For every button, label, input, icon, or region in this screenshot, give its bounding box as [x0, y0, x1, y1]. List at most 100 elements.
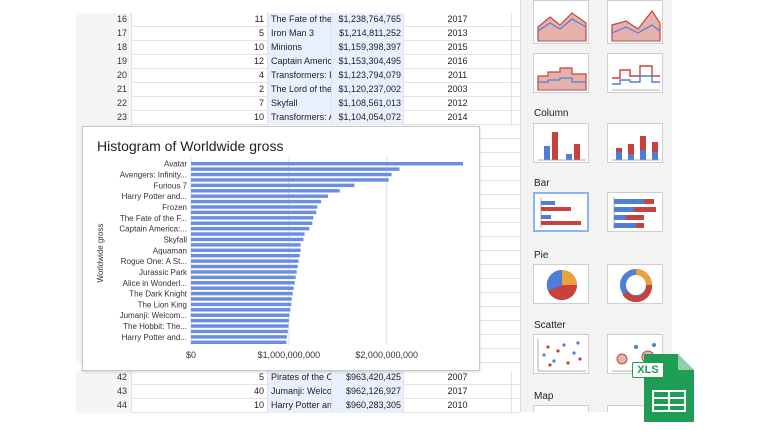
year-cell[interactable]: 2013 [404, 27, 512, 41]
gross-cell[interactable]: $1,108,561,013 [332, 97, 404, 111]
y-axis-title: Worldwide gross [96, 224, 105, 283]
empty-cell[interactable] [512, 55, 520, 69]
row-number[interactable]: 19 [76, 55, 132, 69]
donut-chart-thumb[interactable] [607, 264, 663, 304]
sheet-row[interactable]: 19 12 Captain America $1,153,304,495 2016 [76, 55, 520, 69]
xls-badge: XLS [632, 362, 664, 378]
empty-cell[interactable] [512, 69, 520, 83]
gross-cell[interactable]: $1,120,237,002 [332, 83, 404, 97]
title-cell[interactable]: Minions [268, 41, 332, 55]
empty-cell[interactable] [512, 371, 520, 385]
category-label: Alice in Wonderl... [123, 279, 187, 288]
row-number[interactable]: 44 [76, 399, 132, 413]
bar [191, 329, 288, 334]
rank-cell[interactable]: 4 [132, 69, 268, 83]
rank-cell[interactable]: 10 [132, 41, 268, 55]
title-cell[interactable]: Iron Man 3 [268, 27, 332, 41]
empty-cell[interactable] [512, 111, 520, 125]
sheet-row[interactable]: 42 5 Pirates of the Ca $963,420,425 2007 [76, 371, 520, 385]
row-number[interactable]: 42 [76, 371, 132, 385]
bar [191, 275, 296, 280]
year-cell[interactable]: 2003 [404, 83, 512, 97]
row-number[interactable]: 18 [76, 41, 132, 55]
empty-cell[interactable] [512, 41, 520, 55]
title-cell[interactable]: Jumanji: Welcom [268, 385, 332, 399]
title-cell[interactable]: The Fate of the F [268, 13, 332, 27]
gross-cell[interactable]: $1,153,304,495 [332, 55, 404, 69]
year-cell[interactable]: 2012 [404, 97, 512, 111]
rank-cell[interactable]: 11 [132, 13, 268, 27]
title-cell[interactable]: Pirates of the Ca [268, 371, 332, 385]
gross-cell[interactable]: $1,104,054,072 [332, 111, 404, 125]
empty-cell[interactable] [512, 83, 520, 97]
title-cell[interactable]: Transformers: Da [268, 69, 332, 83]
year-cell[interactable]: 2016 [404, 55, 512, 69]
bar [191, 167, 400, 171]
gross-cell[interactable]: $963,420,425 [332, 371, 404, 385]
gross-cell[interactable]: $1,123,794,079 [332, 69, 404, 83]
year-cell[interactable]: 2011 [404, 69, 512, 83]
rank-cell[interactable]: 12 [132, 55, 268, 69]
column-chart-thumb[interactable] [533, 123, 589, 163]
rank-cell[interactable]: 2 [132, 83, 268, 97]
row-number[interactable]: 43 [76, 385, 132, 399]
rank-cell[interactable]: 7 [132, 97, 268, 111]
title-cell[interactable]: Harry Potter and [268, 399, 332, 413]
pie-chart-thumb[interactable] [533, 264, 589, 304]
gross-cell[interactable]: $1,238,764,765 [332, 13, 404, 27]
area-chart-thumb[interactable] [607, 0, 663, 44]
title-cell[interactable]: Captain America [268, 55, 332, 69]
title-cell[interactable]: The Lord of the F [268, 83, 332, 97]
year-cell[interactable]: 2015 [404, 41, 512, 55]
stacked-column-chart-thumb[interactable] [607, 123, 663, 163]
row-number[interactable]: 16 [76, 13, 132, 27]
sheet-row[interactable]: 17 5 Iron Man 3 $1,214,811,252 2013 [76, 27, 520, 41]
empty-cell[interactable] [512, 385, 520, 399]
stacked-area-chart-thumb[interactable] [533, 0, 589, 44]
rank-cell[interactable]: 10 [132, 111, 268, 125]
gross-cell[interactable]: $1,159,398,397 [332, 41, 404, 55]
rank-cell[interactable]: 5 [132, 27, 268, 41]
stepped-area-chart-thumb-2[interactable] [607, 53, 663, 93]
stacked-bar-chart-thumb[interactable] [607, 192, 663, 232]
year-cell[interactable]: 2014 [404, 111, 512, 125]
year-cell[interactable]: 2007 [404, 371, 512, 385]
sheet-row[interactable]: 22 7 Skyfall $1,108,561,013 2012 [76, 97, 520, 111]
title-cell[interactable]: Transformers: Ag [268, 111, 332, 125]
row-number[interactable]: 21 [76, 83, 132, 97]
empty-cell[interactable] [512, 399, 520, 413]
year-cell[interactable]: 2017 [404, 13, 512, 27]
title-cell[interactable]: Skyfall [268, 97, 332, 111]
row-number[interactable]: 23 [76, 111, 132, 125]
xls-label: XLS [637, 364, 659, 376]
histogram-chart[interactable]: Histogram of Worldwide gross $0 $1,000,00… [82, 126, 480, 371]
map-chart-thumb[interactable] [533, 405, 589, 412]
rank-cell[interactable]: 10 [132, 399, 268, 413]
gross-cell[interactable]: $1,214,811,252 [332, 27, 404, 41]
year-cell[interactable]: 2010 [404, 399, 512, 413]
empty-cell[interactable] [512, 27, 520, 41]
bar [191, 248, 301, 253]
category-label: Aquaman [153, 246, 187, 255]
gross-cell[interactable]: $962,126,927 [332, 385, 404, 399]
bar-chart-thumb[interactable] [533, 192, 589, 232]
rank-cell[interactable]: 40 [132, 385, 268, 399]
gross-cell[interactable]: $960,283,305 [332, 399, 404, 413]
sheet-row[interactable]: 18 10 Minions $1,159,398,397 2015 [76, 41, 520, 55]
stepped-area-chart-thumb[interactable] [533, 53, 589, 93]
rank-cell[interactable]: 5 [132, 371, 268, 385]
scatter-chart-thumb[interactable] [533, 334, 589, 374]
row-number[interactable]: 20 [76, 69, 132, 83]
empty-cell[interactable] [512, 97, 520, 111]
year-cell[interactable]: 2017 [404, 385, 512, 399]
bar [191, 221, 313, 225]
empty-cell[interactable] [512, 13, 520, 27]
row-number[interactable]: 17 [76, 27, 132, 41]
sheet-row[interactable]: 44 10 Harry Potter and $960,283,305 2010 [76, 399, 520, 413]
row-number[interactable]: 22 [76, 97, 132, 111]
